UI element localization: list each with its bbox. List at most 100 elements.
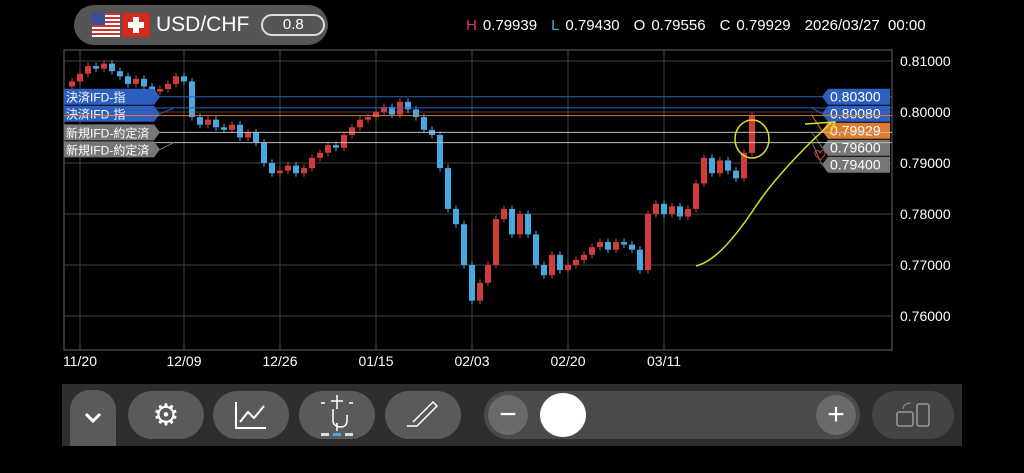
candle-body [461,224,467,265]
price-tag-label: 0.79600 [830,140,881,156]
candlestick-chart[interactable]: 0.81000 0.80000 0.79000 0.78000 0.77000 0.760… [0,0,1024,380]
settings-button[interactable]: ⚙ [128,391,204,439]
candle-body [293,165,299,174]
rotate-layout-button[interactable] [872,391,954,439]
price-tag [822,156,890,173]
candle-body [693,183,699,209]
zoom-slider-knob[interactable] [540,393,586,437]
price-tag-leader [811,132,823,148]
candle-body [413,109,419,118]
candle-body [589,247,595,255]
candle-body [677,206,683,217]
lot-size-button[interactable]: 0.8 [261,14,326,36]
price-tag [822,122,890,139]
zoom-in-button[interactable]: + [816,395,856,435]
pencil-icon [407,400,439,427]
candle-body [541,265,547,276]
x-tick-label: 01/15 [358,353,393,369]
low-label: L [551,17,560,34]
candle-body [629,244,635,250]
candle-body [245,132,251,138]
price-tag-label: 0.80300 [830,89,881,105]
candle-body [509,208,515,235]
order-tag [64,105,160,122]
y-tick-label: 0.78000 [900,206,951,222]
order-tag-label: 決済IFD-指 [66,107,125,122]
candle-body [349,127,355,135]
candle-body [445,168,451,209]
zoom-slider[interactable]: − + [484,391,860,439]
annotation-heart [814,149,826,161]
candle-body [205,119,211,125]
candle-body [581,254,587,260]
candle-body [341,134,347,148]
candle-body [77,73,83,82]
collapse-button[interactable] [70,390,116,446]
candle-body [669,206,675,214]
order-tag-label: 新規IFD-約定済 [66,142,149,157]
candle-body [93,66,99,69]
price-tag-label: 0.79929 [830,123,881,139]
candle-body [653,203,659,214]
candle-body [725,160,731,171]
y-tick-label: 0.81000 [900,53,951,69]
candle-body [285,165,291,171]
candle-body [173,76,179,84]
y-tick-label: 0.80000 [900,104,951,120]
close-label: C [719,17,731,34]
candle-body [325,145,331,153]
candle-body [613,242,619,250]
swiss-flag-icon [122,13,150,37]
candle-body [157,89,163,92]
candle-body [477,282,483,301]
candle-body [661,203,667,214]
x-tick-label: 02/20 [550,353,585,369]
symbol-selector[interactable]: USD/CHF 0.8 [74,5,328,45]
order-tag [64,88,160,105]
candle-body [381,106,387,112]
candle-body [749,115,755,153]
candle-body [221,127,227,130]
close-value: 0.79929 [736,17,791,34]
candle-body [517,214,523,235]
candle-body [365,117,371,120]
candle-body [109,63,115,72]
draw-button[interactable] [385,391,461,439]
x-tick-label: 11/20 [63,353,97,369]
order-tag [64,124,160,141]
candle-body [213,119,219,128]
order-tag [64,141,160,158]
candle-body [597,242,603,248]
candle-body [189,81,195,118]
candle-body [85,66,91,74]
candle-body [525,214,531,235]
us-flag-icon [92,13,120,37]
x-tick-label: 12/09 [166,353,201,369]
price-tag-leader [811,107,823,115]
price-tag-leader [811,142,823,165]
low-value: 0.79430 [565,17,620,34]
candle-body [533,234,539,265]
x-tick-label: 03/11 [647,353,681,369]
pan-mode-button[interactable] [299,391,375,439]
candle-body [229,124,235,130]
candle-body [357,119,363,128]
candle-body [101,63,107,69]
high-value: 0.79939 [482,17,538,34]
x-tick-label: 02/03 [454,353,489,369]
candle-body [197,117,203,125]
candle-body [317,152,323,158]
ohlc-readout: H 0.79939 L 0.79430 O 0.79556 C 0.79929 2026… [466,17,926,34]
zoom-out-button[interactable]: − [488,395,528,435]
candle-body [373,112,379,118]
candle-body [421,117,427,130]
candle-body [701,157,707,184]
candle-body [741,152,747,179]
candle-body [573,259,579,265]
symbol-label: USD/CHF [156,13,250,36]
hand-move-icon [321,395,353,436]
annotation-arrow [695,121,837,267]
line-chart-icon [235,402,266,429]
indicator-button[interactable] [213,391,289,439]
candle-body [557,254,563,271]
